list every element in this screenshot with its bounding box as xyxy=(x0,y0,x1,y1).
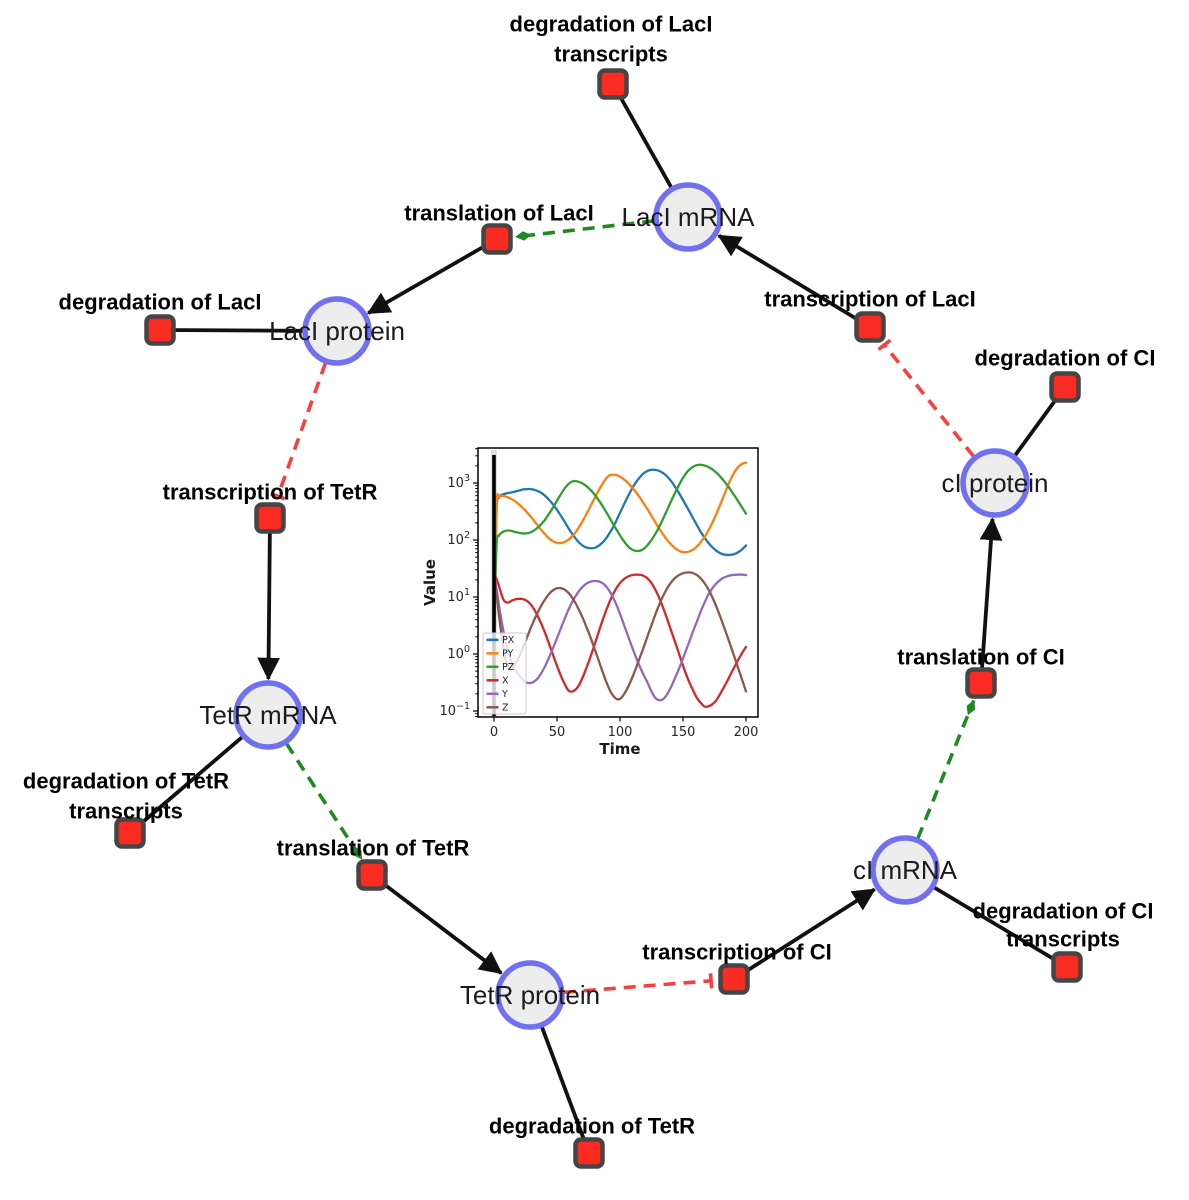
plot-series-pz xyxy=(492,463,748,638)
y-axis-label: Value xyxy=(421,559,439,606)
edge-inhibition-transcription-ci-tetr-protein xyxy=(563,973,714,995)
nodes-layer xyxy=(114,68,1083,1169)
reaction-node-deg-ci xyxy=(1049,371,1081,403)
reaction-label-deg-tetr-transcripts-line1: degradation of TetR xyxy=(23,769,229,794)
x-tick-label: 100 xyxy=(608,725,633,740)
legend-label-x: X xyxy=(502,676,509,687)
reaction-node-transcription-tetr xyxy=(254,502,286,534)
reaction-label-deg-ci-transcripts-line1: degradation of CI xyxy=(973,899,1154,924)
edge-modifier-translation-tetr-tetr-mrna xyxy=(284,742,364,861)
reaction-label-deg-ci-transcripts-line2: transcripts xyxy=(1006,927,1120,952)
legend-label-y: Y xyxy=(501,689,508,700)
x-tick-label: 150 xyxy=(671,725,696,740)
reaction-label-deg-ci: degradation of CI xyxy=(975,346,1156,371)
edge-inhibition-transcription-tetr-laci-protein xyxy=(270,362,328,501)
edge-product-translation-ci-ci-protein xyxy=(979,517,1003,684)
edges-layer xyxy=(128,83,1068,1154)
legend-label-py: PY xyxy=(502,649,514,660)
reaction-label-deg-tetr-transcripts-line2: transcripts xyxy=(69,799,183,824)
edge-reactant-deg-tetr-tetr-protein xyxy=(540,1026,591,1154)
plot-legend: PX PY PZ XYZ xyxy=(482,632,527,715)
reaction-label-transcription-tetr: transcription of TetR xyxy=(163,480,378,505)
reaction-node-deg-laci xyxy=(144,314,176,346)
reaction-label-transcription-ci: transcription of CI xyxy=(642,940,831,965)
reaction-node-deg-tetr xyxy=(573,1137,605,1169)
y-tick-label: 10−1 xyxy=(439,701,470,719)
edge-reactant-deg-laci-transcripts-laci-mrna xyxy=(611,83,673,189)
legend-label-px: PX xyxy=(502,635,515,646)
reaction-label-translation-laci: translation of LacI xyxy=(404,201,593,226)
edge-product-translation-laci-laci-protein xyxy=(366,237,498,315)
plot-series-y xyxy=(492,573,748,702)
edge-inhibition-transcription-laci-ci-protein xyxy=(877,338,976,458)
y-tick-label: 102 xyxy=(447,530,470,548)
legend-label-z: Z xyxy=(502,703,509,714)
reaction-node-translation-tetr xyxy=(356,859,388,891)
species-node-laci-mrna xyxy=(653,182,723,252)
reaction-node-transcription-ci xyxy=(718,963,750,995)
edge-product-transcription-laci-laci-mrna xyxy=(717,233,871,329)
species-node-tetr-protein xyxy=(495,960,565,1030)
labels-layer: degradation of LacI transcripts translatio… xyxy=(23,12,1156,1139)
reaction-node-deg-laci-transcripts xyxy=(597,68,629,100)
reaction-label-translation-tetr: translation of TetR xyxy=(277,836,470,861)
species-node-laci-protein xyxy=(302,296,372,366)
plot-series-px xyxy=(492,468,748,638)
species-label-tetr-protein: TetR protein xyxy=(460,980,600,1010)
plot-series-z xyxy=(492,571,748,701)
reaction-label-deg-laci-transcripts-line1: degradation of LacI xyxy=(510,12,713,37)
edge-modifier-translation-laci-laci-mrna xyxy=(515,219,655,241)
species-node-tetr-mrna xyxy=(233,680,303,750)
reaction-node-translation-laci xyxy=(481,223,513,255)
species-label-ci-mrna: cI mRNA xyxy=(853,855,958,885)
reaction-node-transcription-laci xyxy=(854,311,886,343)
reaction-label-transcription-laci: transcription of LacI xyxy=(764,287,975,312)
x-tick-label: 50 xyxy=(549,725,566,740)
edge-product-translation-tetr-tetr-protein xyxy=(370,873,503,975)
species-node-ci-mrna xyxy=(870,835,940,905)
species-label-laci-mrna: LacI mRNA xyxy=(622,202,756,232)
species-label-tetr-mrna: TetR mRNA xyxy=(199,700,337,730)
reaction-label-deg-laci: degradation of LacI xyxy=(59,290,262,315)
y-tick-label: 100 xyxy=(447,644,470,662)
edge-product-transcription-tetr-tetr-mrna xyxy=(257,517,281,681)
x-tick-label: 200 xyxy=(734,725,759,740)
y-tick-label: 101 xyxy=(447,587,470,605)
reaction-label-translation-ci: translation of CI xyxy=(897,645,1064,670)
reaction-label-deg-laci-transcripts-line2: transcripts xyxy=(554,42,668,67)
legend-label-pz: PZ xyxy=(502,662,515,673)
reaction-label-deg-tetr: degradation of TetR xyxy=(489,1114,695,1139)
species-label-ci-protein: cI protein xyxy=(942,468,1049,498)
edge-product-transcription-ci-ci-mrna xyxy=(732,887,876,981)
edge-reactant-deg-tetr-transcripts-tetr-mrna xyxy=(128,735,244,835)
plot-series-py xyxy=(492,461,748,638)
y-tick-label: 103 xyxy=(447,473,470,491)
species-label-laci-protein: LacI protein xyxy=(269,316,405,346)
plot-series-x xyxy=(492,573,748,708)
reaction-node-deg-ci-transcripts xyxy=(1051,951,1083,983)
reaction-node-translation-ci xyxy=(965,667,997,699)
x-tick-label: 0 xyxy=(490,725,498,740)
plot-spines xyxy=(477,447,759,718)
x-axis-label: Time xyxy=(599,740,640,758)
edge-modifier-translation-ci-ci-mrna xyxy=(916,699,976,840)
reaction-node-deg-tetr-transcripts xyxy=(114,817,146,849)
edge-reactant-deg-ci-transcripts-ci-mrna xyxy=(933,885,1068,969)
species-node-ci-protein xyxy=(960,448,1030,518)
edge-reactant-deg-laci-laci-protein xyxy=(159,328,304,333)
